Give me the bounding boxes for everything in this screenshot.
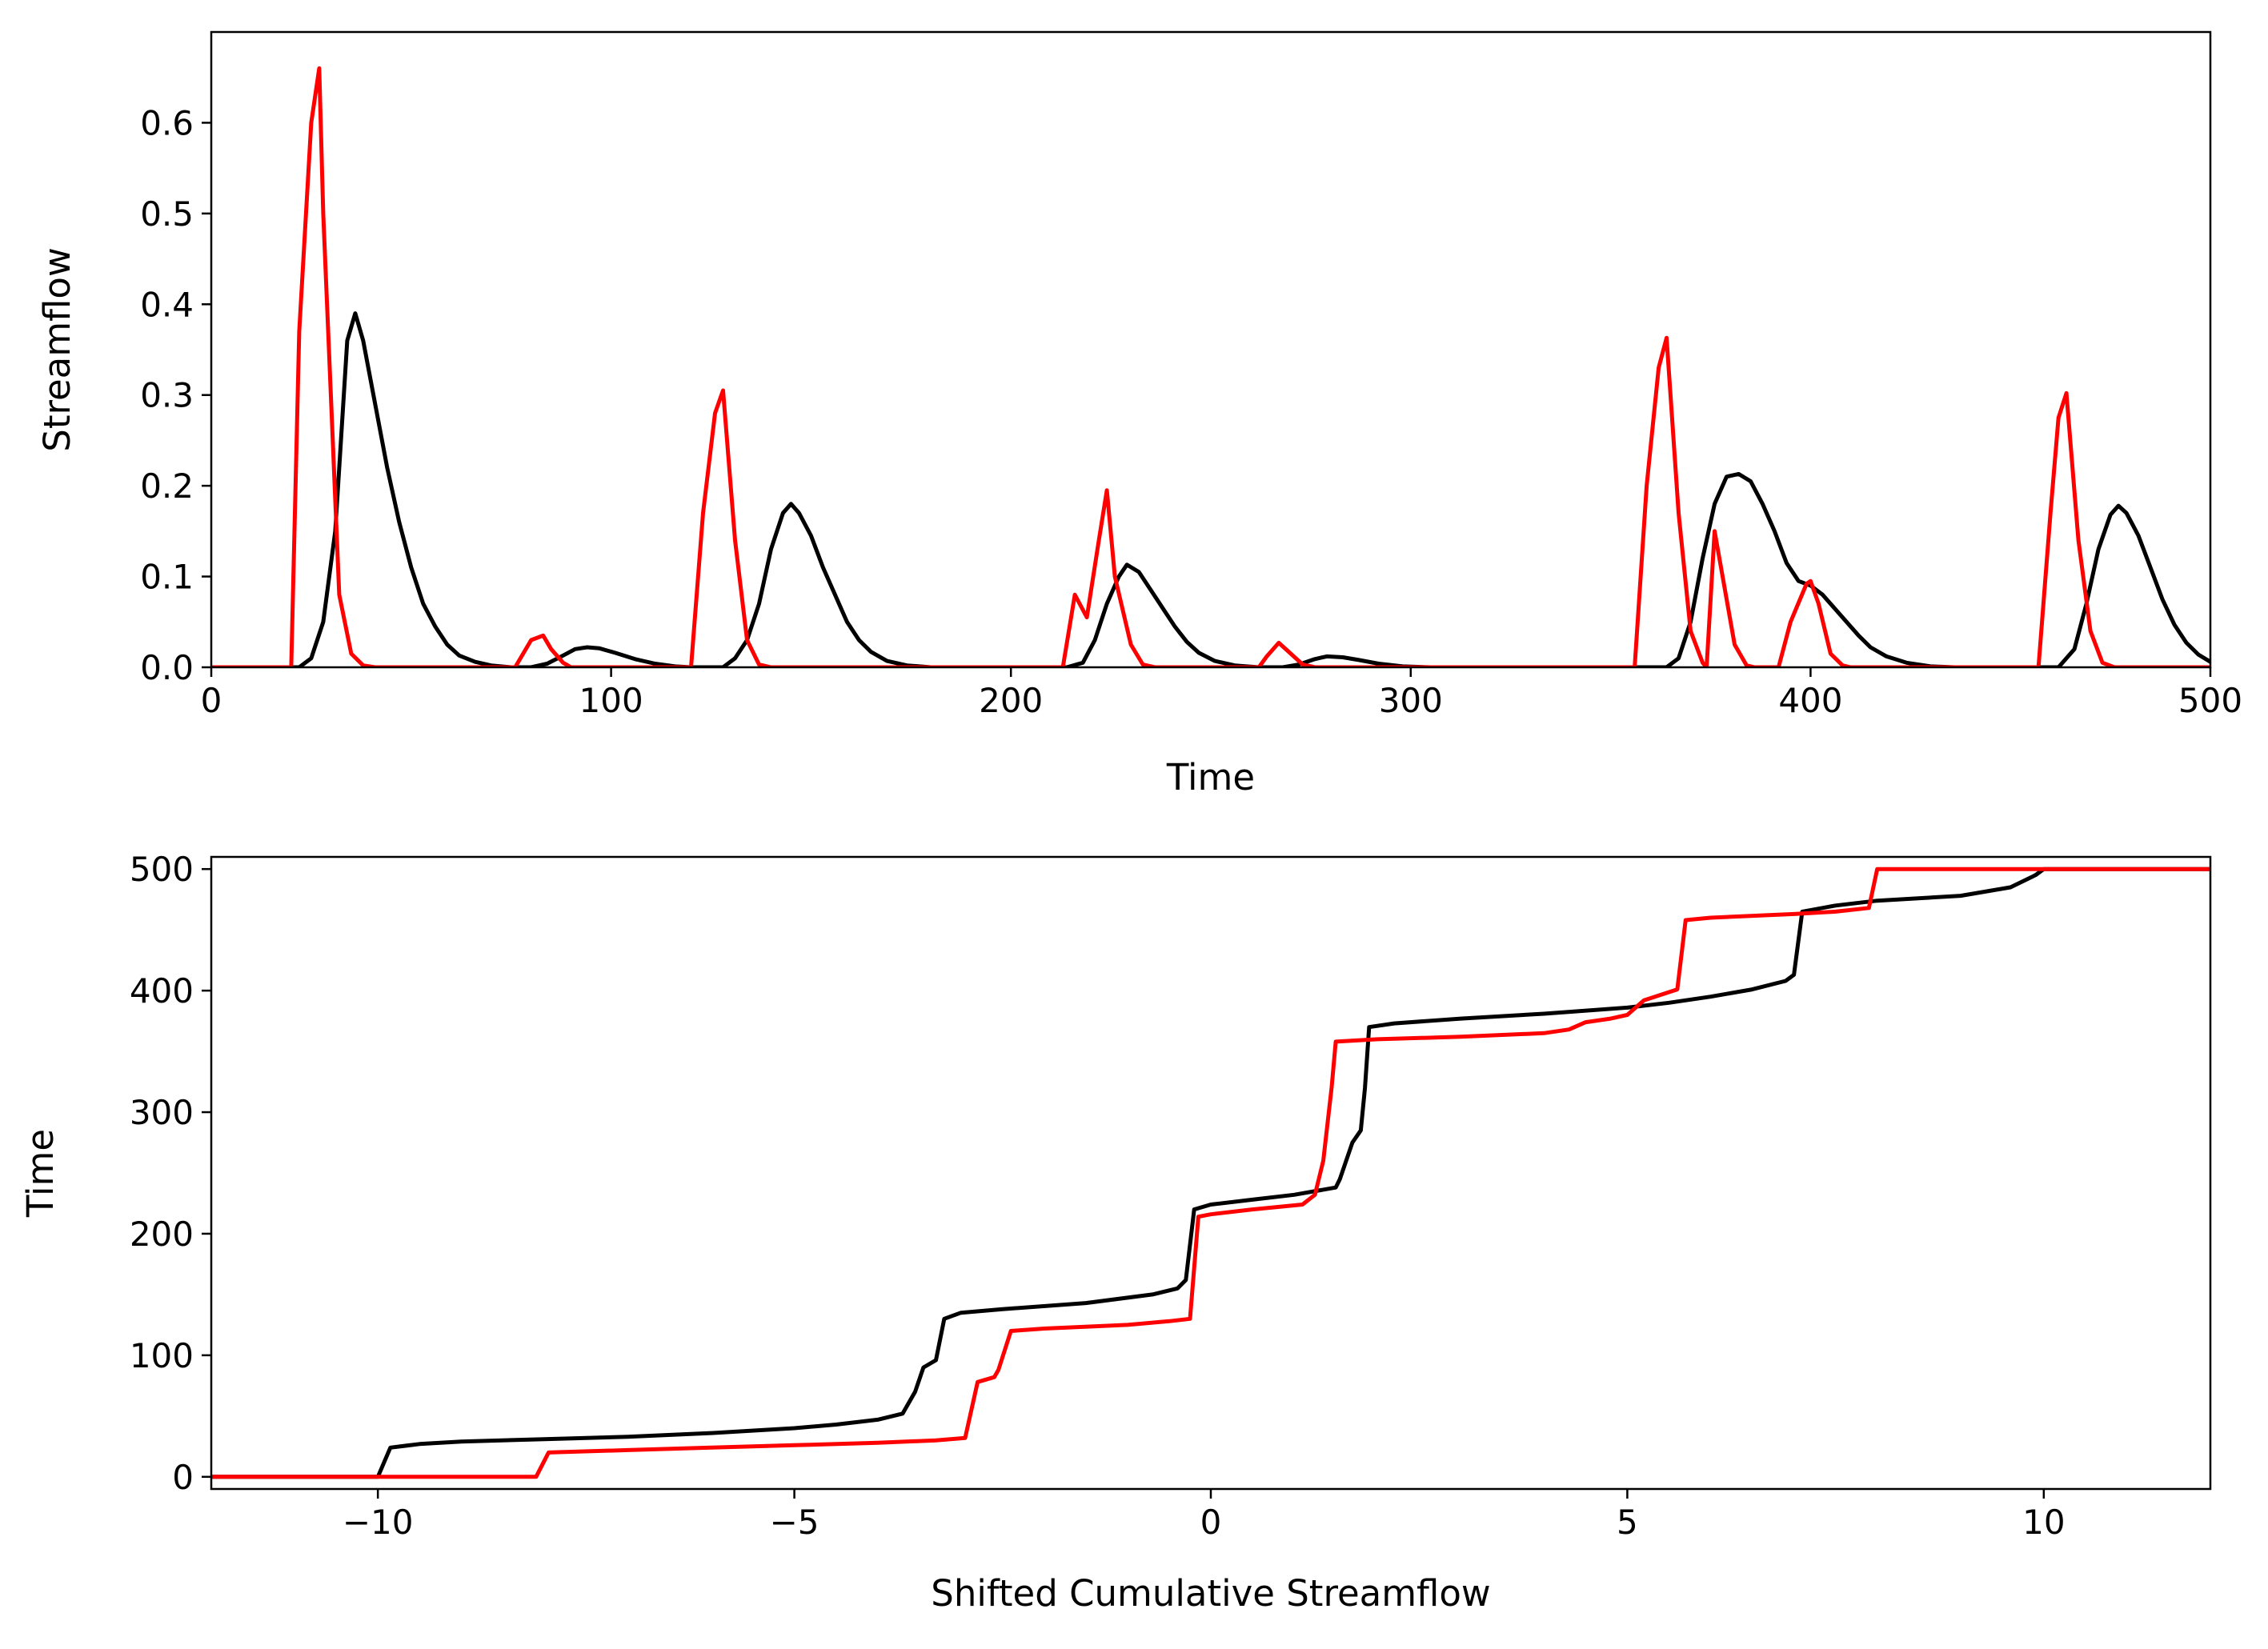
y-tick-label: 0.6	[140, 103, 194, 142]
y-tick-label: 100	[130, 1336, 194, 1375]
y-tick-label: 500	[130, 850, 194, 889]
y-tick-label: 0.0	[140, 648, 194, 687]
x-tick-label: 300	[1379, 681, 1443, 720]
plot-frame	[210, 30, 2212, 669]
series-line-red	[211, 66, 2210, 667]
y-axis-label: Streamflow	[36, 247, 78, 452]
x-tick-label: 10	[2022, 1503, 2065, 1542]
x-tick-label: 500	[2178, 681, 2242, 720]
x-tick-label: 400	[1778, 681, 1842, 720]
y-tick-label: 0.2	[140, 466, 194, 506]
y-tick-label: 0.5	[140, 194, 194, 234]
series-line-black	[211, 867, 2210, 1479]
x-tick-label: −5	[770, 1503, 819, 1542]
x-tick-label: −10	[343, 1503, 414, 1542]
y-tick-label: 0.4	[140, 285, 194, 324]
x-axis-label: Time	[1166, 756, 1255, 798]
series-line-black	[211, 311, 2210, 667]
plot-frame	[210, 855, 2212, 1491]
x-tick-label: 100	[579, 681, 643, 720]
y-tick-label: 0.1	[140, 558, 194, 597]
y-tick-label: 0	[172, 1458, 194, 1497]
x-tick-label: 5	[1617, 1503, 1638, 1542]
y-tick-label: 200	[130, 1215, 194, 1254]
x-axis-label: Shifted Cumulative Streamflow	[931, 1572, 1490, 1615]
streamflow-time-panel: 0 100 200 300 400 500 0.0 0.1 0.2 0.3 0.4 0.5 0.6 Tim…	[36, 30, 2242, 798]
y-tick-label: 400	[130, 971, 194, 1011]
x-tick-label: 0	[201, 681, 222, 720]
y-axis-label: Time	[19, 1129, 62, 1218]
y-tick-label: 0.3	[140, 376, 194, 415]
y-tick-label: 300	[130, 1093, 194, 1132]
series-line-red	[211, 867, 2210, 1479]
x-tick-label: 200	[979, 681, 1043, 720]
x-tick-label: 0	[1200, 1503, 1222, 1542]
